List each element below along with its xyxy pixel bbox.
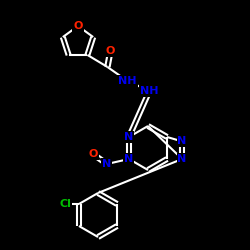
- Text: Cl: Cl: [59, 199, 71, 209]
- Text: NH: NH: [118, 76, 137, 86]
- Text: N: N: [124, 132, 134, 142]
- Text: O: O: [88, 149, 98, 159]
- Text: NH: NH: [140, 86, 159, 96]
- Text: N: N: [178, 136, 187, 146]
- Text: N: N: [124, 154, 134, 164]
- Text: N: N: [102, 159, 112, 169]
- Text: N: N: [178, 154, 187, 164]
- Text: O: O: [106, 46, 115, 56]
- Text: O: O: [73, 21, 83, 31]
